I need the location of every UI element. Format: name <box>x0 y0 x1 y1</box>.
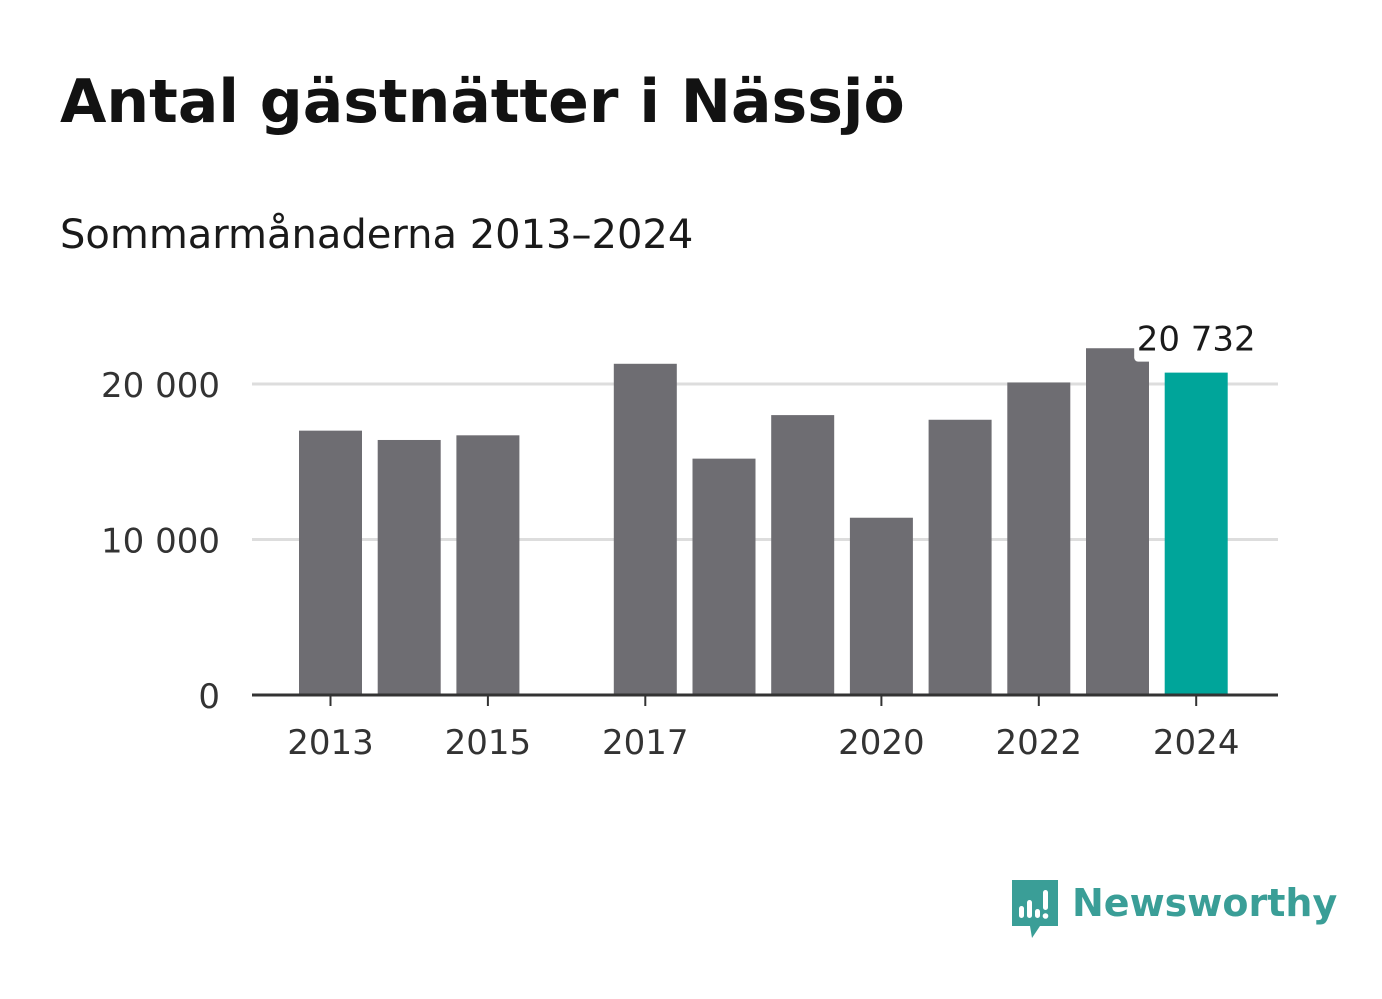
bar-2019 <box>771 415 835 695</box>
bar-chart-speech-bubble-icon <box>1012 880 1058 938</box>
x-tick-label: 2013 <box>287 723 374 763</box>
bar-2024 <box>1164 372 1228 695</box>
x-tick-label: 2020 <box>838 723 925 763</box>
bar-2021 <box>928 419 992 695</box>
y-tick-label: 0 <box>198 677 220 717</box>
chart-title: Antal gästnätter i Nässjö <box>60 67 905 137</box>
bar-2013 <box>299 430 362 695</box>
y-tick-label: 10 000 <box>101 522 220 562</box>
newsworthy-logo: Newsworthy <box>1010 876 1337 940</box>
logo-text: Newsworthy <box>1072 881 1338 925</box>
bar-2017 <box>613 363 677 695</box>
bar-2023 <box>1086 348 1149 695</box>
bar-2022 <box>1007 382 1071 695</box>
y-tick-label: 20 000 <box>101 366 220 406</box>
value-label-2024: 20 732 <box>1137 320 1256 360</box>
x-tick-label: 2024 <box>1153 723 1240 763</box>
x-tick-label: 2022 <box>996 723 1083 763</box>
bar-2014 <box>377 439 441 695</box>
bar-2018 <box>692 458 756 695</box>
bar-2015 <box>456 435 520 695</box>
x-tick-label: 2015 <box>445 723 532 763</box>
value-label-background <box>1134 319 1259 362</box>
x-tick-label: 2017 <box>602 723 689 763</box>
bar-2020 <box>849 517 913 695</box>
chart-subtitle: Sommarmånaderna 2013–2024 <box>60 212 694 258</box>
